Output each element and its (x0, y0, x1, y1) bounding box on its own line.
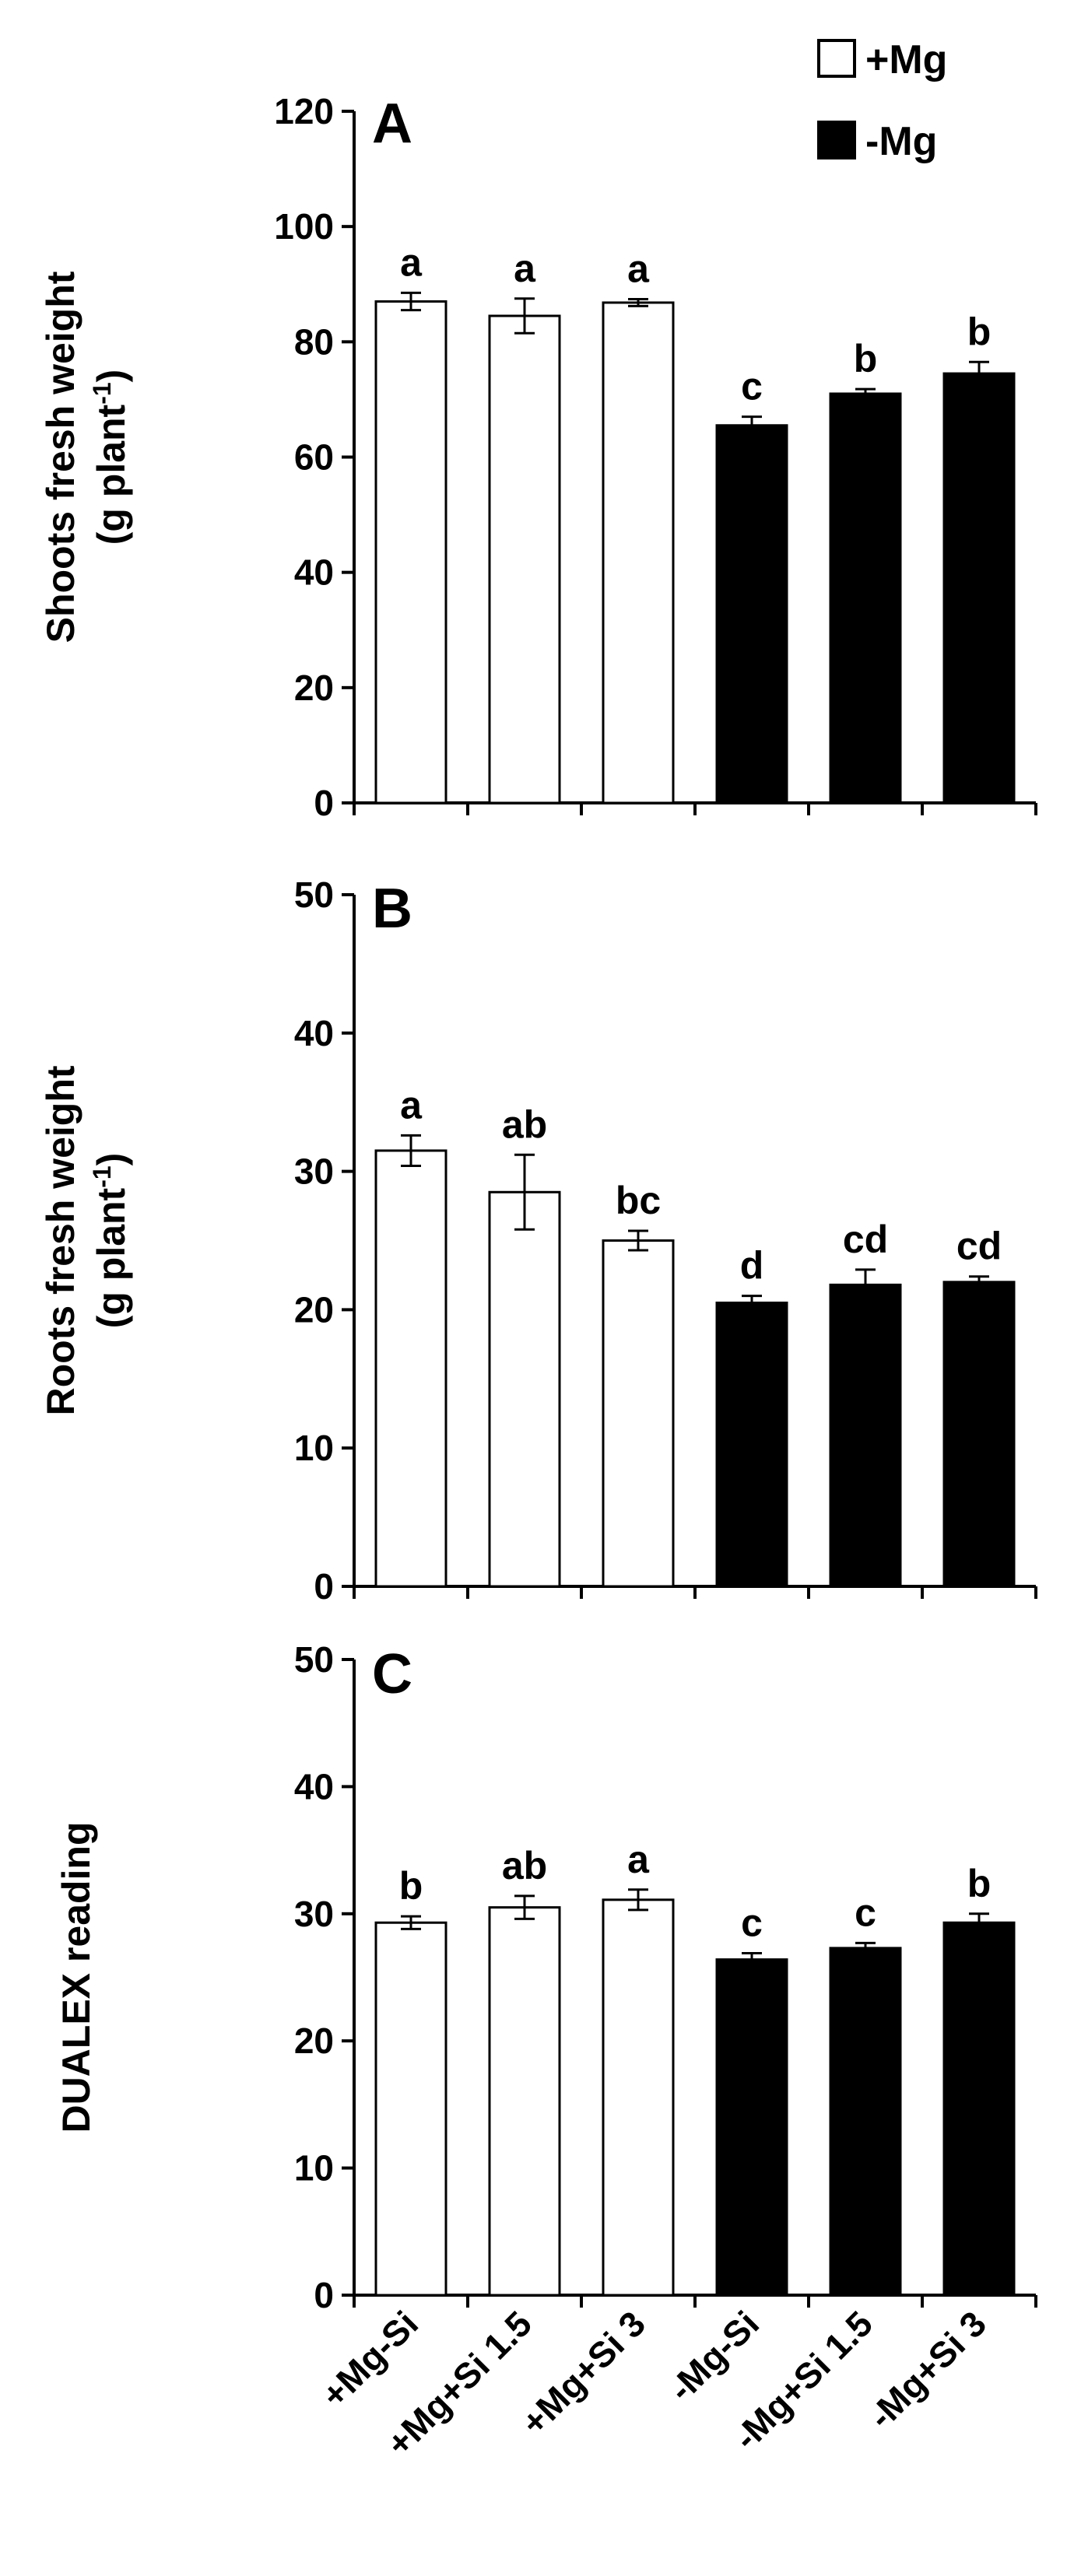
y-axis-label-paren: ) (90, 370, 133, 383)
y-axis-label-line2: (g plant-1) (88, 370, 133, 545)
bar (715, 1958, 788, 2297)
category-label: -Mg+Si 3 (861, 2303, 994, 2436)
significance-letter: ab (502, 1102, 547, 1146)
panel-letter: C (372, 1643, 412, 1705)
bar (829, 392, 902, 804)
significance-letter: b (399, 1864, 423, 1908)
bar (374, 1149, 448, 1588)
y-axis-label-superscript: -1 (88, 1165, 116, 1187)
y-axis-label-line1: Roots fresh weight (39, 1065, 82, 1415)
category-label: +Mg-Si (314, 2303, 426, 2415)
bar (374, 1921, 448, 2297)
y-axis-label-line2: (g plant-1) (88, 1153, 133, 1329)
bar (715, 424, 788, 804)
panel-a-chart: 0 20 40 60 80 100 120 a a a c b b A Shoots fresh weigh… (39, 91, 1037, 823)
bar (942, 1921, 1016, 2297)
legend: +Mg -Mg (817, 37, 947, 164)
category-axis-labels: +Mg-Si+Mg+Si 1.5+Mg+Si 3 -Mg-Si-Mg+Si 1.5… (314, 2303, 994, 2464)
panel-b-chart: 0 10 20 30 40 50 a ab bc d cd cd B Roots fresh weight… (39, 874, 1037, 1607)
bar (488, 1906, 561, 2297)
legend-swatch (817, 121, 856, 159)
significance-letter: ab (502, 1844, 547, 1887)
bar (942, 1281, 1016, 1588)
y-tick-label: 40 (294, 1013, 334, 1053)
y-tick-label: 40 (294, 1766, 334, 1807)
bar (602, 1898, 675, 2297)
y-tick-label: 50 (294, 874, 334, 915)
y-tick-label: 120 (274, 91, 334, 131)
significance-letter: c (741, 365, 763, 408)
bar (488, 1190, 561, 1588)
y-tick-label: 10 (294, 2148, 334, 2189)
significance-letter: b (854, 337, 878, 380)
bar (488, 314, 561, 804)
significance-letter: a (627, 1838, 650, 1881)
bar (942, 372, 1016, 804)
panel-letter: A (372, 93, 412, 155)
significance-letter: c (855, 1891, 876, 1934)
y-tick-label: 100 (274, 206, 334, 247)
bar (374, 300, 448, 804)
y-axis-label-unit: (g plant (90, 1187, 133, 1328)
bar (829, 1947, 902, 2297)
legend-label: +Mg (865, 37, 947, 82)
significance-letter: bc (616, 1179, 661, 1222)
significance-letter: cd (956, 1225, 1002, 1268)
category-label: +Mg+Si 3 (513, 2303, 653, 2443)
significance-letter: cd (843, 1218, 888, 1261)
significance-letter: a (514, 247, 536, 290)
significance-letter: d (740, 1244, 764, 1288)
significance-letter: a (400, 240, 423, 284)
bar (715, 1302, 788, 1588)
y-axis-label: DUALEX reading (54, 1821, 98, 2133)
significance-letter: b (967, 310, 992, 353)
panel-c-chart: 0 10 20 30 40 50 b ab a c c b C DUALEX reading (54, 1639, 1037, 2315)
y-axis-label-line1: Shoots fresh weight (39, 271, 82, 643)
significance-letter: b (967, 1862, 992, 1905)
y-tick-label: 80 (294, 321, 334, 362)
bar (602, 301, 675, 804)
y-tick-label: 0 (314, 2275, 334, 2315)
y-tick-label: 0 (314, 783, 334, 823)
y-tick-label: 10 (294, 1428, 334, 1468)
significance-letter: a (627, 247, 650, 291)
y-tick-label: 0 (314, 1566, 334, 1607)
legend-label: -Mg (865, 119, 937, 164)
panel-letter: B (372, 878, 412, 940)
y-tick-label: 50 (294, 1639, 334, 1680)
y-tick-label: 30 (294, 1894, 334, 1934)
y-axis-label-paren: ) (90, 1153, 133, 1166)
y-tick-label: 60 (294, 437, 334, 478)
bar (602, 1239, 675, 1588)
y-tick-label: 40 (294, 552, 334, 593)
y-axis-label-superscript: -1 (88, 382, 116, 404)
y-tick-label: 20 (294, 1289, 334, 1330)
y-tick-label: 20 (294, 668, 334, 708)
significance-letter: a (400, 1083, 423, 1127)
y-tick-label: 30 (294, 1151, 334, 1192)
y-tick-label: 20 (294, 2020, 334, 2061)
legend-swatch (817, 39, 856, 78)
category-label: -Mg-Si (661, 2303, 767, 2409)
bar (829, 1283, 902, 1588)
significance-letter: c (741, 1901, 763, 1944)
y-axis-label-unit: (g plant (90, 404, 133, 545)
